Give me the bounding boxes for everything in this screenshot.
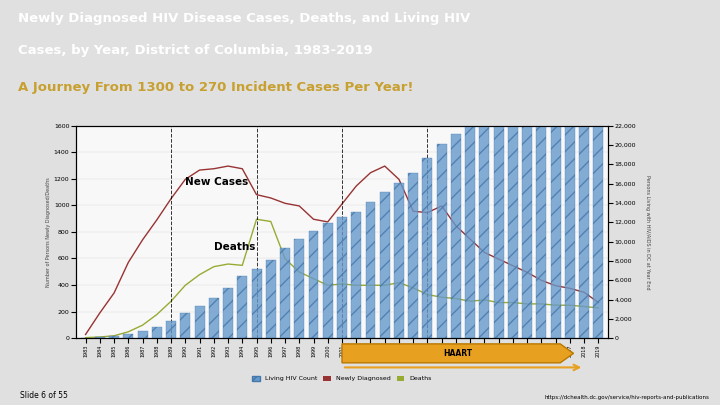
Text: HAART: HAART: [444, 349, 472, 358]
Bar: [480, 115, 490, 338]
Text: https://dchealth.dc.gov/service/hiv-reports-and-publications: https://dchealth.dc.gov/service/hiv-repo…: [544, 395, 709, 400]
Bar: [309, 231, 318, 338]
Bar: [180, 313, 190, 338]
Bar: [337, 217, 347, 338]
Bar: [579, 78, 589, 338]
Bar: [394, 183, 404, 338]
Bar: [280, 248, 290, 338]
Bar: [423, 158, 433, 338]
Bar: [194, 306, 204, 338]
Bar: [351, 211, 361, 338]
Y-axis label: Persons Living with HIV/AIDS in DC at Year End: Persons Living with HIV/AIDS in DC at Ye…: [645, 175, 650, 289]
Bar: [152, 326, 162, 338]
Bar: [366, 202, 375, 338]
Bar: [123, 334, 133, 338]
Bar: [166, 321, 176, 338]
Bar: [408, 173, 418, 338]
FancyArrow shape: [342, 344, 574, 363]
Bar: [138, 331, 148, 338]
Bar: [266, 260, 276, 338]
Legend: Living HIV Count, Newly Diagnosed, Deaths: Living HIV Count, Newly Diagnosed, Death…: [250, 373, 434, 384]
Bar: [379, 192, 390, 338]
Text: Deaths: Deaths: [214, 243, 255, 252]
Bar: [593, 76, 603, 338]
Bar: [109, 336, 119, 338]
Y-axis label: Number of Persons Newly Diagnosed/Deaths: Number of Persons Newly Diagnosed/Deaths: [46, 177, 51, 287]
Bar: [437, 144, 446, 338]
Bar: [294, 239, 305, 338]
Bar: [508, 100, 518, 338]
Bar: [251, 269, 261, 338]
Bar: [465, 125, 475, 338]
Bar: [551, 86, 561, 338]
Text: A Journey From 1300 to 270 Incident Cases Per Year!: A Journey From 1300 to 270 Incident Case…: [18, 81, 413, 94]
Bar: [223, 288, 233, 338]
Bar: [95, 337, 105, 338]
Bar: [451, 134, 461, 338]
Bar: [522, 96, 532, 338]
Bar: [536, 91, 546, 338]
Bar: [565, 82, 575, 338]
Text: Slide 6 of 55: Slide 6 of 55: [20, 391, 68, 400]
Bar: [209, 298, 219, 338]
Text: Cases, by Year, District of Columbia, 1983-2019: Cases, by Year, District of Columbia, 19…: [18, 45, 373, 58]
Text: Newly Diagnosed HIV Disease Cases, Deaths, and Living HIV: Newly Diagnosed HIV Disease Cases, Death…: [18, 13, 470, 26]
Bar: [494, 105, 504, 338]
Bar: [238, 276, 247, 338]
Text: New Cases: New Cases: [185, 177, 248, 188]
Bar: [323, 223, 333, 338]
